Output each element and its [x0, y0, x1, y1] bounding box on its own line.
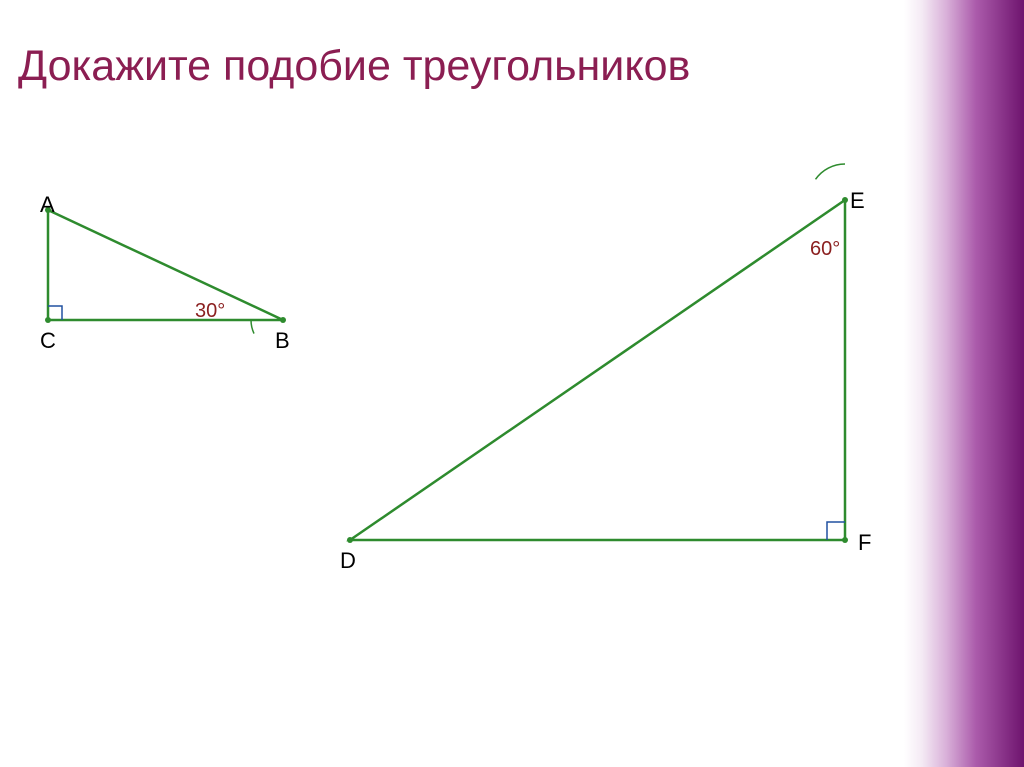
- vertex-label-e: E: [850, 188, 865, 214]
- triangle-1: [45, 207, 286, 334]
- triangle-2: [347, 164, 848, 543]
- vertex-label-d: D: [340, 548, 356, 574]
- angle-label-30: 30°: [195, 300, 225, 323]
- angle-label-60: 60°: [810, 238, 840, 261]
- vertex-label-c: C: [40, 328, 56, 354]
- vertex-label-a: A: [40, 192, 55, 218]
- page-title: Докажите подобие треугольников: [18, 42, 690, 91]
- vertex-label-b: B: [275, 328, 290, 354]
- diagram-svg: [0, 0, 1024, 767]
- vertex-label-f: F: [858, 530, 871, 556]
